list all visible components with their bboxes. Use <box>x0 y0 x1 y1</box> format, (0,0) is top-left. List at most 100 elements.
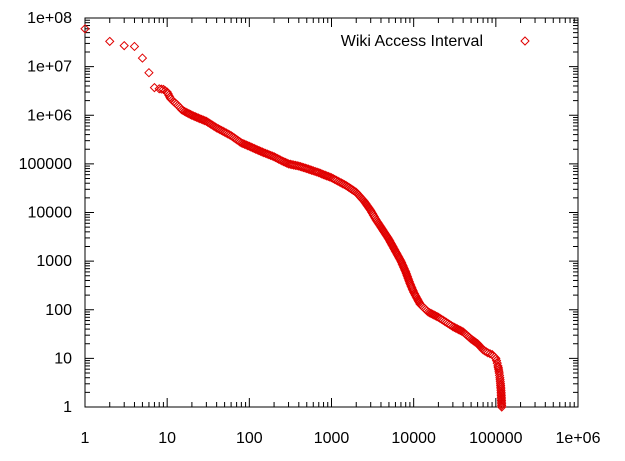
data-point <box>317 169 327 179</box>
data-point <box>195 113 205 124</box>
data-point <box>187 110 197 120</box>
data-point <box>318 169 329 180</box>
data-point <box>403 273 413 284</box>
data-point <box>493 362 503 373</box>
data-point <box>398 261 408 271</box>
data-point <box>297 162 307 172</box>
y-tick-label: 1e+08 <box>27 10 72 27</box>
data-point <box>315 168 326 179</box>
data-point <box>401 268 412 279</box>
data-point <box>407 284 418 294</box>
data-point <box>424 308 435 318</box>
legend: Wiki Access Interval <box>341 33 530 50</box>
data-point <box>300 163 310 173</box>
y-tick-label: 1000 <box>36 253 72 270</box>
data-point <box>295 161 306 172</box>
data-point <box>251 144 261 154</box>
data-point <box>173 100 183 111</box>
data-point <box>496 400 507 411</box>
data-point <box>290 160 301 171</box>
y-tick-label: 1e+06 <box>27 107 72 124</box>
data-point <box>496 382 506 392</box>
data-point <box>288 160 299 170</box>
x-tick-label: 1 <box>81 430 90 447</box>
data-point <box>399 264 410 274</box>
data-point <box>198 115 208 125</box>
data-point <box>402 270 412 280</box>
data-point <box>402 272 413 282</box>
x-tick-label: 10000 <box>391 430 436 447</box>
y-tick-label: 100000 <box>19 156 72 173</box>
data-point <box>185 109 196 120</box>
y-tick-label: 10 <box>54 350 72 367</box>
data-point <box>282 158 292 168</box>
data-point <box>236 138 247 148</box>
data-point <box>410 290 421 301</box>
data-point <box>408 285 418 296</box>
data-point <box>455 325 465 336</box>
data-point <box>314 167 324 178</box>
data-point <box>105 36 115 47</box>
data-point <box>255 146 266 157</box>
data-point <box>493 364 504 374</box>
data-point <box>430 311 441 321</box>
data-point <box>292 161 302 171</box>
data-point <box>119 40 129 51</box>
x-tick-label: 1e+06 <box>556 430 601 447</box>
data-point <box>196 114 207 125</box>
data-point <box>411 292 421 302</box>
data-point <box>191 112 202 123</box>
data-point <box>184 109 194 119</box>
data-point <box>254 145 264 156</box>
data-point <box>298 162 309 173</box>
data-point <box>285 159 295 169</box>
data-point <box>252 145 263 155</box>
x-tick-label: 100 <box>236 430 263 447</box>
data-point <box>397 259 408 269</box>
y-tick-label: 100 <box>45 302 72 319</box>
data-point <box>303 164 314 174</box>
data-point <box>170 98 180 108</box>
data-point <box>400 265 410 276</box>
data-point <box>283 159 294 169</box>
plot-area <box>84 17 579 408</box>
data-point <box>454 324 464 335</box>
data-point <box>193 113 203 123</box>
y-axis-tick-labels: 1 10 100 1000 10000 100000 1e+06 1e+07 1e+08 <box>19 10 72 416</box>
data-point <box>400 267 411 277</box>
data-point <box>190 111 200 122</box>
data-point <box>426 308 436 319</box>
data-point <box>396 256 406 266</box>
data-point <box>398 262 409 272</box>
data-point <box>423 307 433 317</box>
data-point <box>448 321 458 332</box>
data-point <box>182 108 193 118</box>
data-point <box>496 384 506 394</box>
data-point <box>323 171 334 182</box>
y-tick-label: 1e+07 <box>27 59 72 76</box>
data-point <box>497 402 507 412</box>
data-point <box>239 139 250 149</box>
data-point <box>144 67 154 78</box>
data-point <box>302 163 312 174</box>
x-axis-tick-labels: 1 10 100 1000 10000 100000 1e+06 <box>81 430 601 447</box>
legend-marker <box>520 36 530 46</box>
plot-frame <box>84 17 579 408</box>
data-point <box>137 53 148 63</box>
data-point <box>427 309 438 319</box>
data-point <box>407 283 417 293</box>
data-point <box>241 140 251 150</box>
data-points <box>80 24 507 412</box>
data-point <box>451 323 461 333</box>
data-point <box>491 353 501 364</box>
axis-ticks <box>84 17 579 408</box>
data-point <box>496 399 507 409</box>
data-point <box>238 138 248 149</box>
y-tick-label: 10000 <box>28 205 73 222</box>
data-point <box>305 164 315 175</box>
data-point <box>320 170 330 180</box>
data-point <box>129 41 140 52</box>
data-point <box>396 257 407 268</box>
data-point <box>80 24 90 34</box>
